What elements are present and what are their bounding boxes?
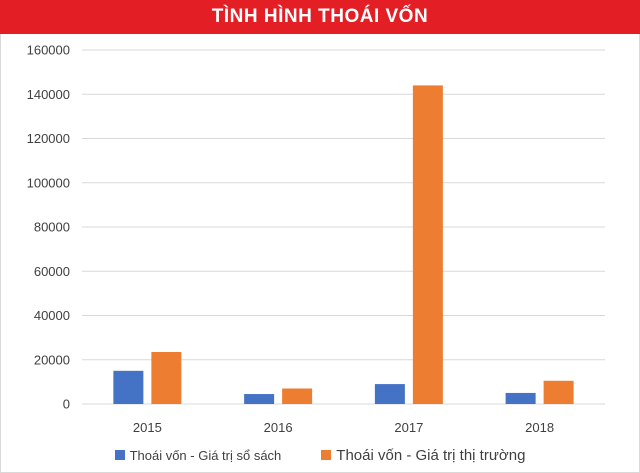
x-tick-label: 2015 [133, 420, 162, 435]
x-tick-label: 2017 [394, 420, 423, 435]
bar-series-1 [374, 384, 405, 404]
y-tick-label: 100000 [27, 175, 70, 190]
y-tick-label: 40000 [34, 308, 70, 323]
legend-label-series-1: Thoái vốn - Giá trị sổ sách [129, 447, 282, 463]
bar-series-2 [412, 85, 443, 405]
bar-series-2 [282, 388, 313, 404]
bar-series-2 [543, 380, 574, 404]
y-tick-label: 140000 [27, 87, 70, 102]
legend-swatch-series-1 [114, 450, 125, 460]
y-tick-label: 20000 [34, 352, 70, 367]
chart-legend: Thoái vốn - Giá trị sổ sách Thoái vốn - … [0, 443, 640, 467]
legend-label-series-2: Thoái vốn - Giá trị thị trường [336, 446, 526, 464]
chart-header: TÌNH HÌNH THOÁI VỐN [0, 0, 640, 34]
legend-item-series-1: Thoái vốn - Giá trị sổ sách [114, 447, 282, 463]
x-tick-label: 2018 [525, 420, 554, 435]
legend-swatch-series-2 [321, 450, 332, 460]
bar-series-1 [505, 392, 536, 404]
y-tick-label: 160000 [27, 43, 70, 58]
legend-item-series-2: Thoái vốn - Giá trị thị trường [321, 447, 525, 464]
y-tick-label: 60000 [34, 264, 70, 279]
y-tick-label: 120000 [27, 131, 70, 146]
y-tick-label: 80000 [34, 220, 70, 235]
x-tick-label: 2016 [264, 420, 293, 435]
bar-series-1 [113, 370, 144, 404]
bar-series-2 [151, 352, 182, 404]
y-tick-label: 0 [63, 397, 70, 412]
chart-title: TÌNH HÌNH THOÁI VỐN [211, 6, 429, 27]
bar-series-1 [244, 394, 275, 404]
